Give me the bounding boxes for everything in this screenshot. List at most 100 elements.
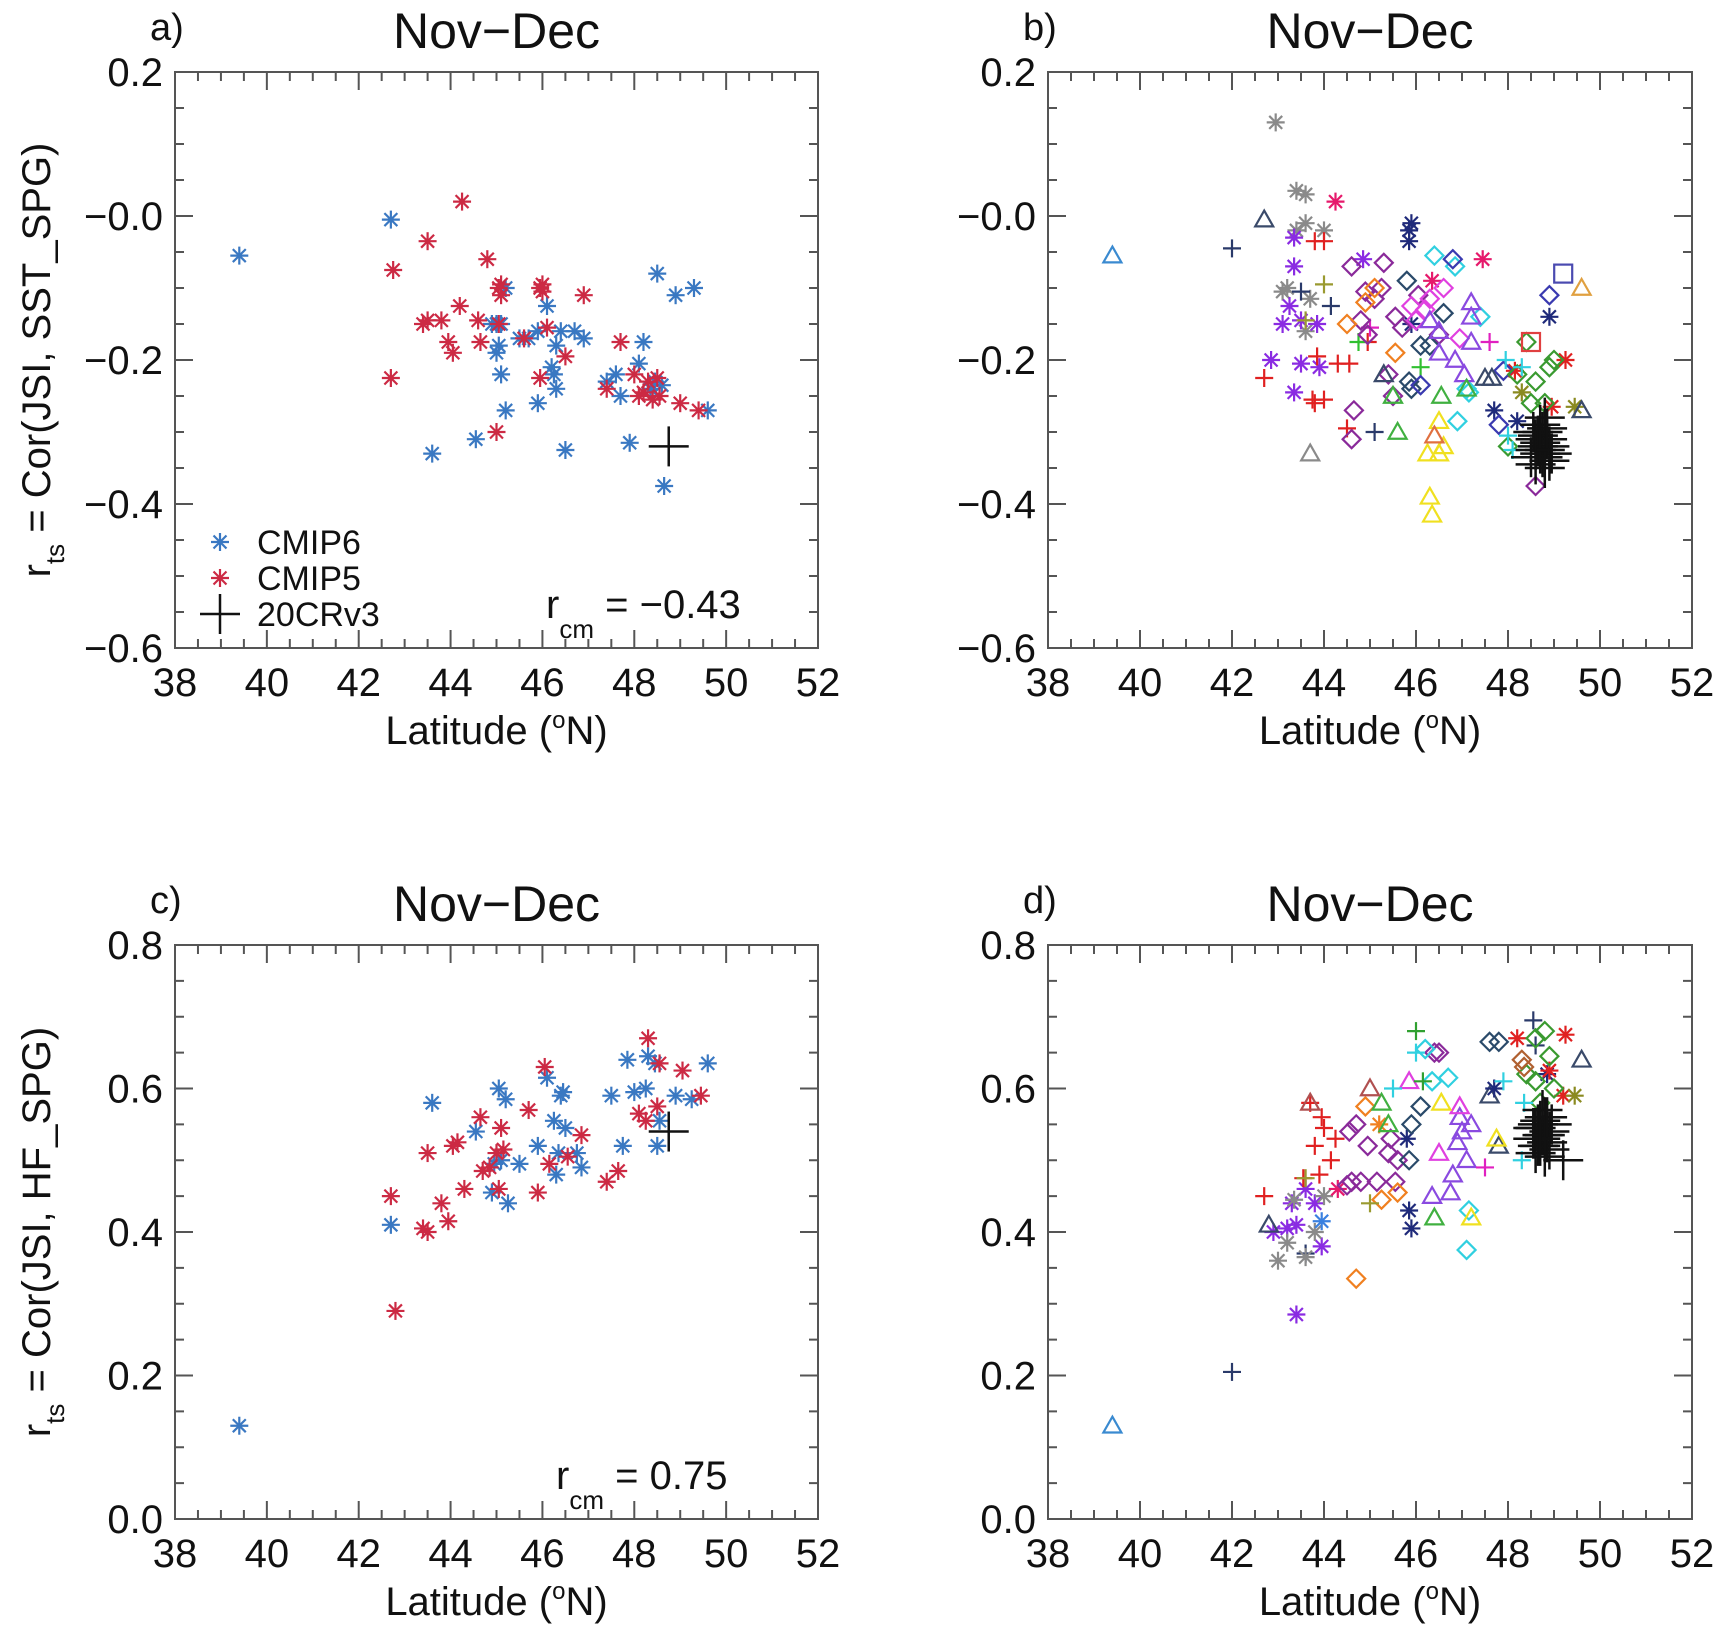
y-tick-label: −0.4 xyxy=(84,483,163,527)
panel-b: 38 40 42 44 46 48 50 52 −0.6 −0.4 −0.2 −0.0 0.2 Nov−D… xyxy=(957,3,1714,753)
data-point xyxy=(1451,1120,1473,1140)
x-tick-label: 48 xyxy=(1486,1532,1531,1576)
data-point xyxy=(1400,1201,1419,1220)
data-point xyxy=(1520,392,1542,414)
data-point xyxy=(648,1136,667,1155)
y-tick-label: 0.6 xyxy=(107,1068,163,1112)
series-purple-diamond xyxy=(1341,252,1547,497)
data-point xyxy=(528,1183,547,1202)
data-point xyxy=(636,1111,655,1130)
data-point xyxy=(432,311,451,330)
data-point xyxy=(1299,442,1322,462)
y-tick-label: 0.4 xyxy=(107,1211,163,1255)
data-point xyxy=(533,282,552,301)
series-orange-triangle xyxy=(1570,276,1593,296)
data-point xyxy=(1481,366,1503,386)
data-point xyxy=(556,1118,575,1137)
data-point xyxy=(1312,1212,1331,1231)
series-cmip6 xyxy=(230,210,717,495)
data-point xyxy=(1421,503,1443,523)
data-point xyxy=(1512,383,1531,402)
chart-title: Nov−Dec xyxy=(1266,3,1473,59)
data-point xyxy=(487,343,506,362)
data-point xyxy=(1278,279,1297,297)
data-point xyxy=(381,1187,400,1206)
data-point xyxy=(1396,270,1418,292)
data-point xyxy=(620,433,639,452)
data-point xyxy=(1524,448,1565,488)
series-red-plus xyxy=(1255,232,1377,438)
data-point xyxy=(1473,250,1492,269)
data-point xyxy=(538,297,557,315)
data-point xyxy=(547,379,566,398)
data-point xyxy=(1410,374,1432,396)
series-gray-asterisk xyxy=(1269,1187,1333,1270)
data-point xyxy=(698,1054,717,1073)
data-point xyxy=(1354,291,1376,313)
data-point xyxy=(1101,1414,1124,1434)
data-point xyxy=(1525,1027,1547,1049)
data-point xyxy=(1421,1070,1443,1092)
data-point xyxy=(1476,1158,1494,1177)
data-point xyxy=(489,1179,508,1198)
data-point xyxy=(1370,1189,1393,1211)
data-point xyxy=(648,1111,689,1152)
data-point xyxy=(1410,335,1432,357)
series-olive-asterisk xyxy=(1512,383,1584,416)
data-point xyxy=(1512,358,1531,377)
y-axis-label: rts = Cor(JSI, HF_SPG) xyxy=(15,1027,70,1437)
axes-frame xyxy=(174,944,819,1520)
data-point xyxy=(1556,1025,1575,1044)
data-point xyxy=(691,1086,710,1105)
data-point xyxy=(1433,302,1455,324)
x-tick-label: 52 xyxy=(1670,1532,1715,1576)
series-magenta-plus xyxy=(1476,1158,1494,1177)
data-point xyxy=(1433,277,1455,299)
data-point xyxy=(1416,442,1439,462)
x-tick-label: 50 xyxy=(704,1532,749,1576)
data-point xyxy=(597,379,616,398)
data-point xyxy=(1343,399,1365,421)
data-point xyxy=(609,1162,628,1181)
data-point xyxy=(1336,313,1358,335)
data-point xyxy=(439,1212,458,1231)
series-cyan-plus xyxy=(1384,1043,1534,1170)
y-ticks xyxy=(1048,71,1692,649)
data-point xyxy=(639,1029,658,1048)
data-point xyxy=(1419,335,1441,357)
data-point xyxy=(556,441,575,459)
data-point xyxy=(1407,1022,1425,1041)
data-point xyxy=(544,1111,563,1130)
data-point xyxy=(1441,1163,1464,1183)
data-point xyxy=(469,311,488,330)
data-point xyxy=(1499,426,1517,445)
data-point xyxy=(574,329,593,348)
data-point xyxy=(1384,306,1406,328)
panel-label: d) xyxy=(1023,880,1057,922)
data-point xyxy=(556,347,575,366)
data-point xyxy=(1308,347,1327,366)
data-point xyxy=(1359,1077,1381,1097)
data-point xyxy=(1296,1248,1315,1267)
data-point xyxy=(1570,1048,1593,1068)
data-point xyxy=(671,394,690,413)
data-point xyxy=(1460,330,1483,350)
data-point xyxy=(1255,1187,1274,1206)
data-point xyxy=(1312,1237,1331,1256)
data-point xyxy=(1377,363,1399,385)
data-point xyxy=(538,318,557,337)
panel-label: c) xyxy=(150,880,182,922)
data-point xyxy=(1377,1142,1399,1164)
data-point xyxy=(1315,1118,1333,1137)
data-point xyxy=(1310,1165,1329,1184)
data-point xyxy=(1553,263,1574,284)
data-point xyxy=(1382,385,1404,407)
y-ticks xyxy=(175,71,818,649)
data-point xyxy=(1354,250,1373,269)
data-point xyxy=(1357,324,1379,346)
data-point xyxy=(1278,1233,1297,1252)
x-tick-label: 50 xyxy=(1578,1532,1623,1576)
data-point xyxy=(1511,1049,1533,1071)
